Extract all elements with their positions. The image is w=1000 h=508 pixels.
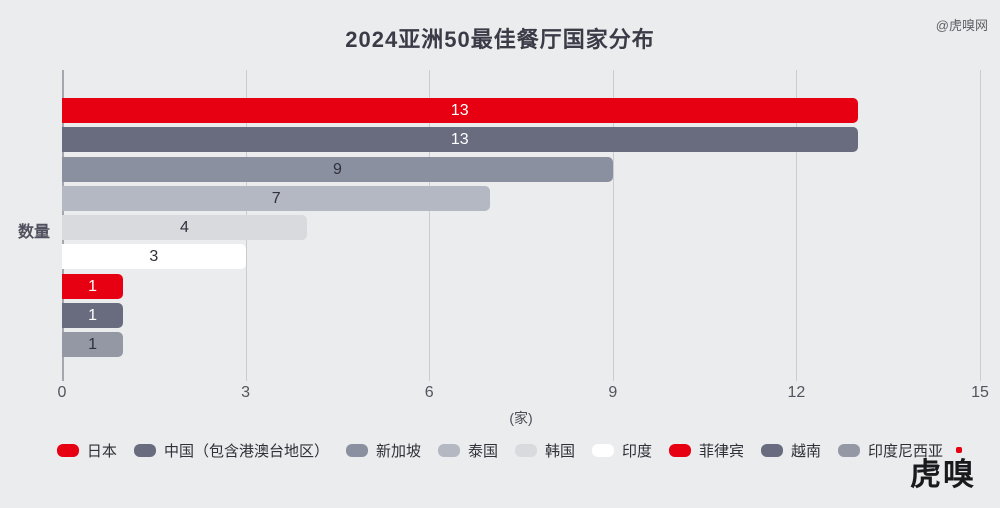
bar-韩国[interactable]: 4 [62, 215, 307, 240]
legend-swatch-icon [838, 444, 861, 457]
bar-value-label: 13 [450, 102, 469, 119]
bar-value-label: 3 [149, 248, 159, 266]
gridline-x-12 [796, 70, 798, 381]
x-tick-label-9: 9 [608, 384, 618, 401]
legend-item-菲律宾[interactable]: 菲律宾 [669, 440, 744, 461]
legend-swatch-icon [669, 444, 692, 457]
plot-area: (家) 0 3 6 9 12 15 13 13 9 7 4 3 1 1 1 [58, 70, 989, 430]
legend-label: 新加坡 [375, 443, 421, 460]
bar-value-label: 9 [332, 160, 342, 178]
legend-swatch-icon [592, 444, 614, 457]
bar-中国（包含港澳台地区）[interactable]: 13 [62, 127, 858, 153]
x-axis-unit-label: (家) [509, 410, 533, 426]
x-tick-label-3: 3 [241, 384, 251, 401]
bar-value-label: 7 [271, 189, 281, 207]
bar-印度尼西亚[interactable]: 1 [62, 332, 124, 357]
legend-swatch-icon [437, 444, 460, 457]
legend-swatch-icon [761, 444, 784, 457]
brand-logo-text: 虎嗅 [910, 457, 976, 492]
legend-item-中国（包含港澳台地区）[interactable]: 中国（包含港澳台地区） [133, 440, 329, 461]
bar-越南[interactable]: 1 [62, 302, 124, 328]
bar-菲律宾[interactable]: 1 [62, 273, 124, 299]
x-tick-label-0: 0 [57, 384, 67, 401]
bar-印度[interactable]: 3 [62, 244, 246, 270]
bar-value-label: 1 [88, 336, 98, 353]
x-tick-label-15: 15 [971, 384, 989, 401]
legend-item-新加坡[interactable]: 新加坡 [345, 440, 421, 461]
legend-swatch-icon [345, 444, 368, 457]
legend-label: 越南 [791, 443, 822, 460]
legend-label: 菲律宾 [699, 443, 745, 460]
legend-item-印度[interactable]: 印度 [592, 440, 652, 461]
legend-label: 印度尼西亚 [868, 443, 944, 460]
gridline-x-6 [429, 70, 431, 381]
brand-logo-red-accent-icon [956, 447, 962, 453]
gridline-x-9 [612, 70, 614, 381]
legend-item-越南[interactable]: 越南 [761, 440, 821, 461]
watermark-text: @虎嗅网 [935, 18, 988, 33]
bar-泰国[interactable]: 7 [62, 185, 491, 211]
legend-item-日本[interactable]: 日本 [56, 440, 117, 461]
bar-value-label: 4 [179, 219, 189, 236]
x-tick-label-12: 12 [787, 384, 806, 401]
bar-value-label: 1 [88, 306, 98, 324]
legend-swatch-icon [56, 444, 79, 457]
bar-日本[interactable]: 13 [62, 98, 858, 123]
legend-swatch-icon [133, 444, 156, 457]
legend-label: 印度 [622, 443, 653, 460]
legend-swatch-icon [514, 444, 537, 457]
legend: 日本 中国（包含港澳台地区） 新加坡 泰国 韩国 印度 菲律宾 越南 印度尼西亚 [0, 440, 1000, 461]
legend-item-印度尼西亚[interactable]: 印度尼西亚 [838, 440, 943, 461]
x-tick-label-6: 6 [424, 384, 434, 401]
bar-value-label: 13 [450, 131, 469, 149]
gridline-x-15 [980, 70, 981, 381]
legend-item-泰国[interactable]: 泰国 [437, 440, 498, 461]
bar-新加坡[interactable]: 9 [62, 156, 613, 182]
legend-item-韩国[interactable]: 韩国 [514, 440, 575, 461]
legend-label: 日本 [86, 443, 117, 460]
legend-label: 中国（包含港澳台地区） [163, 443, 329, 460]
bar-value-label: 1 [88, 277, 98, 295]
chart-title: 2024亚洲50最佳餐厅国家分布 [345, 27, 655, 52]
brand-logo: 虎嗅 [910, 447, 976, 494]
y-axis-title: 数量 [18, 224, 51, 241]
legend-label: 泰国 [467, 443, 498, 460]
legend-label: 韩国 [544, 443, 575, 460]
